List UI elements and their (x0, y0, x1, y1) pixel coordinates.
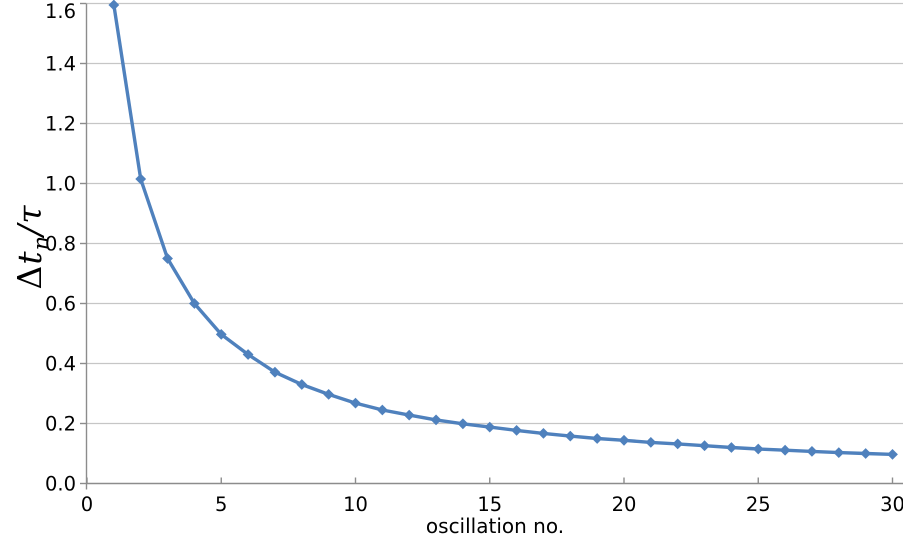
y-tick-label: 0.0 (45, 473, 76, 496)
data-point-marker (162, 253, 173, 264)
y-tick-label: 0.2 (45, 413, 76, 436)
y-axis-label: Δtn/τ (9, 204, 55, 290)
data-line (112, 3, 895, 457)
data-point-marker (887, 449, 898, 460)
x-tick-label: 30 (880, 493, 903, 516)
data-point-marker (135, 173, 147, 185)
data-point-marker (511, 425, 522, 436)
data-point-marker (860, 448, 872, 459)
y-tick-label: 1.2 (45, 113, 76, 136)
data-point-marker (726, 442, 737, 453)
data-point-marker (403, 409, 415, 421)
data-point-marker (350, 397, 361, 409)
ylabel-slash: / (9, 223, 49, 236)
data-point-marker (215, 329, 227, 340)
data-point-marker (752, 443, 764, 455)
data-point-marker (484, 421, 496, 433)
data-point-marker (108, 0, 120, 11)
ylabel-variable: t (9, 250, 49, 265)
data-point-marker (645, 437, 657, 448)
x-tick-label: 5 (215, 493, 227, 516)
data-point-marker (242, 349, 254, 360)
data-point-marker (269, 366, 281, 378)
data-point-marker (591, 433, 603, 444)
data-point-marker (672, 438, 684, 450)
data-point-marker (296, 379, 308, 390)
x-tick-label: 0 (81, 493, 93, 516)
data-point-marker (430, 414, 442, 426)
data-point-marker (457, 418, 469, 430)
ylabel-subscript: n (28, 235, 55, 251)
data-point-marker (538, 428, 549, 439)
x-tick-label: 20 (612, 493, 637, 516)
y-tick-label: 1.6 (45, 0, 76, 23)
data-point-marker (323, 389, 335, 400)
data-point-marker (189, 298, 200, 309)
tau-symbol: τ (9, 204, 49, 224)
data-point-marker (833, 447, 845, 458)
y-tick-label: 1.4 (45, 53, 76, 76)
data-point-marker (806, 446, 818, 457)
x-tick-label: 15 (477, 493, 502, 516)
x-tick-label: 10 (343, 493, 368, 516)
y-tick-label: 0.4 (45, 353, 76, 376)
x-tick-label: 25 (746, 493, 771, 516)
data-point-marker (376, 404, 388, 416)
x-axis-label: oscillation no. (425, 514, 565, 538)
data-point-marker (564, 430, 576, 442)
data-point-marker (779, 444, 791, 456)
y-tick-label: 1.0 (45, 173, 76, 196)
data-point-marker (618, 434, 630, 446)
delta-symbol: Δ (9, 264, 49, 290)
data-point-marker (699, 440, 710, 452)
y-tick-label: 0.6 (45, 293, 76, 316)
y-tick-label: 0.8 (45, 233, 76, 256)
